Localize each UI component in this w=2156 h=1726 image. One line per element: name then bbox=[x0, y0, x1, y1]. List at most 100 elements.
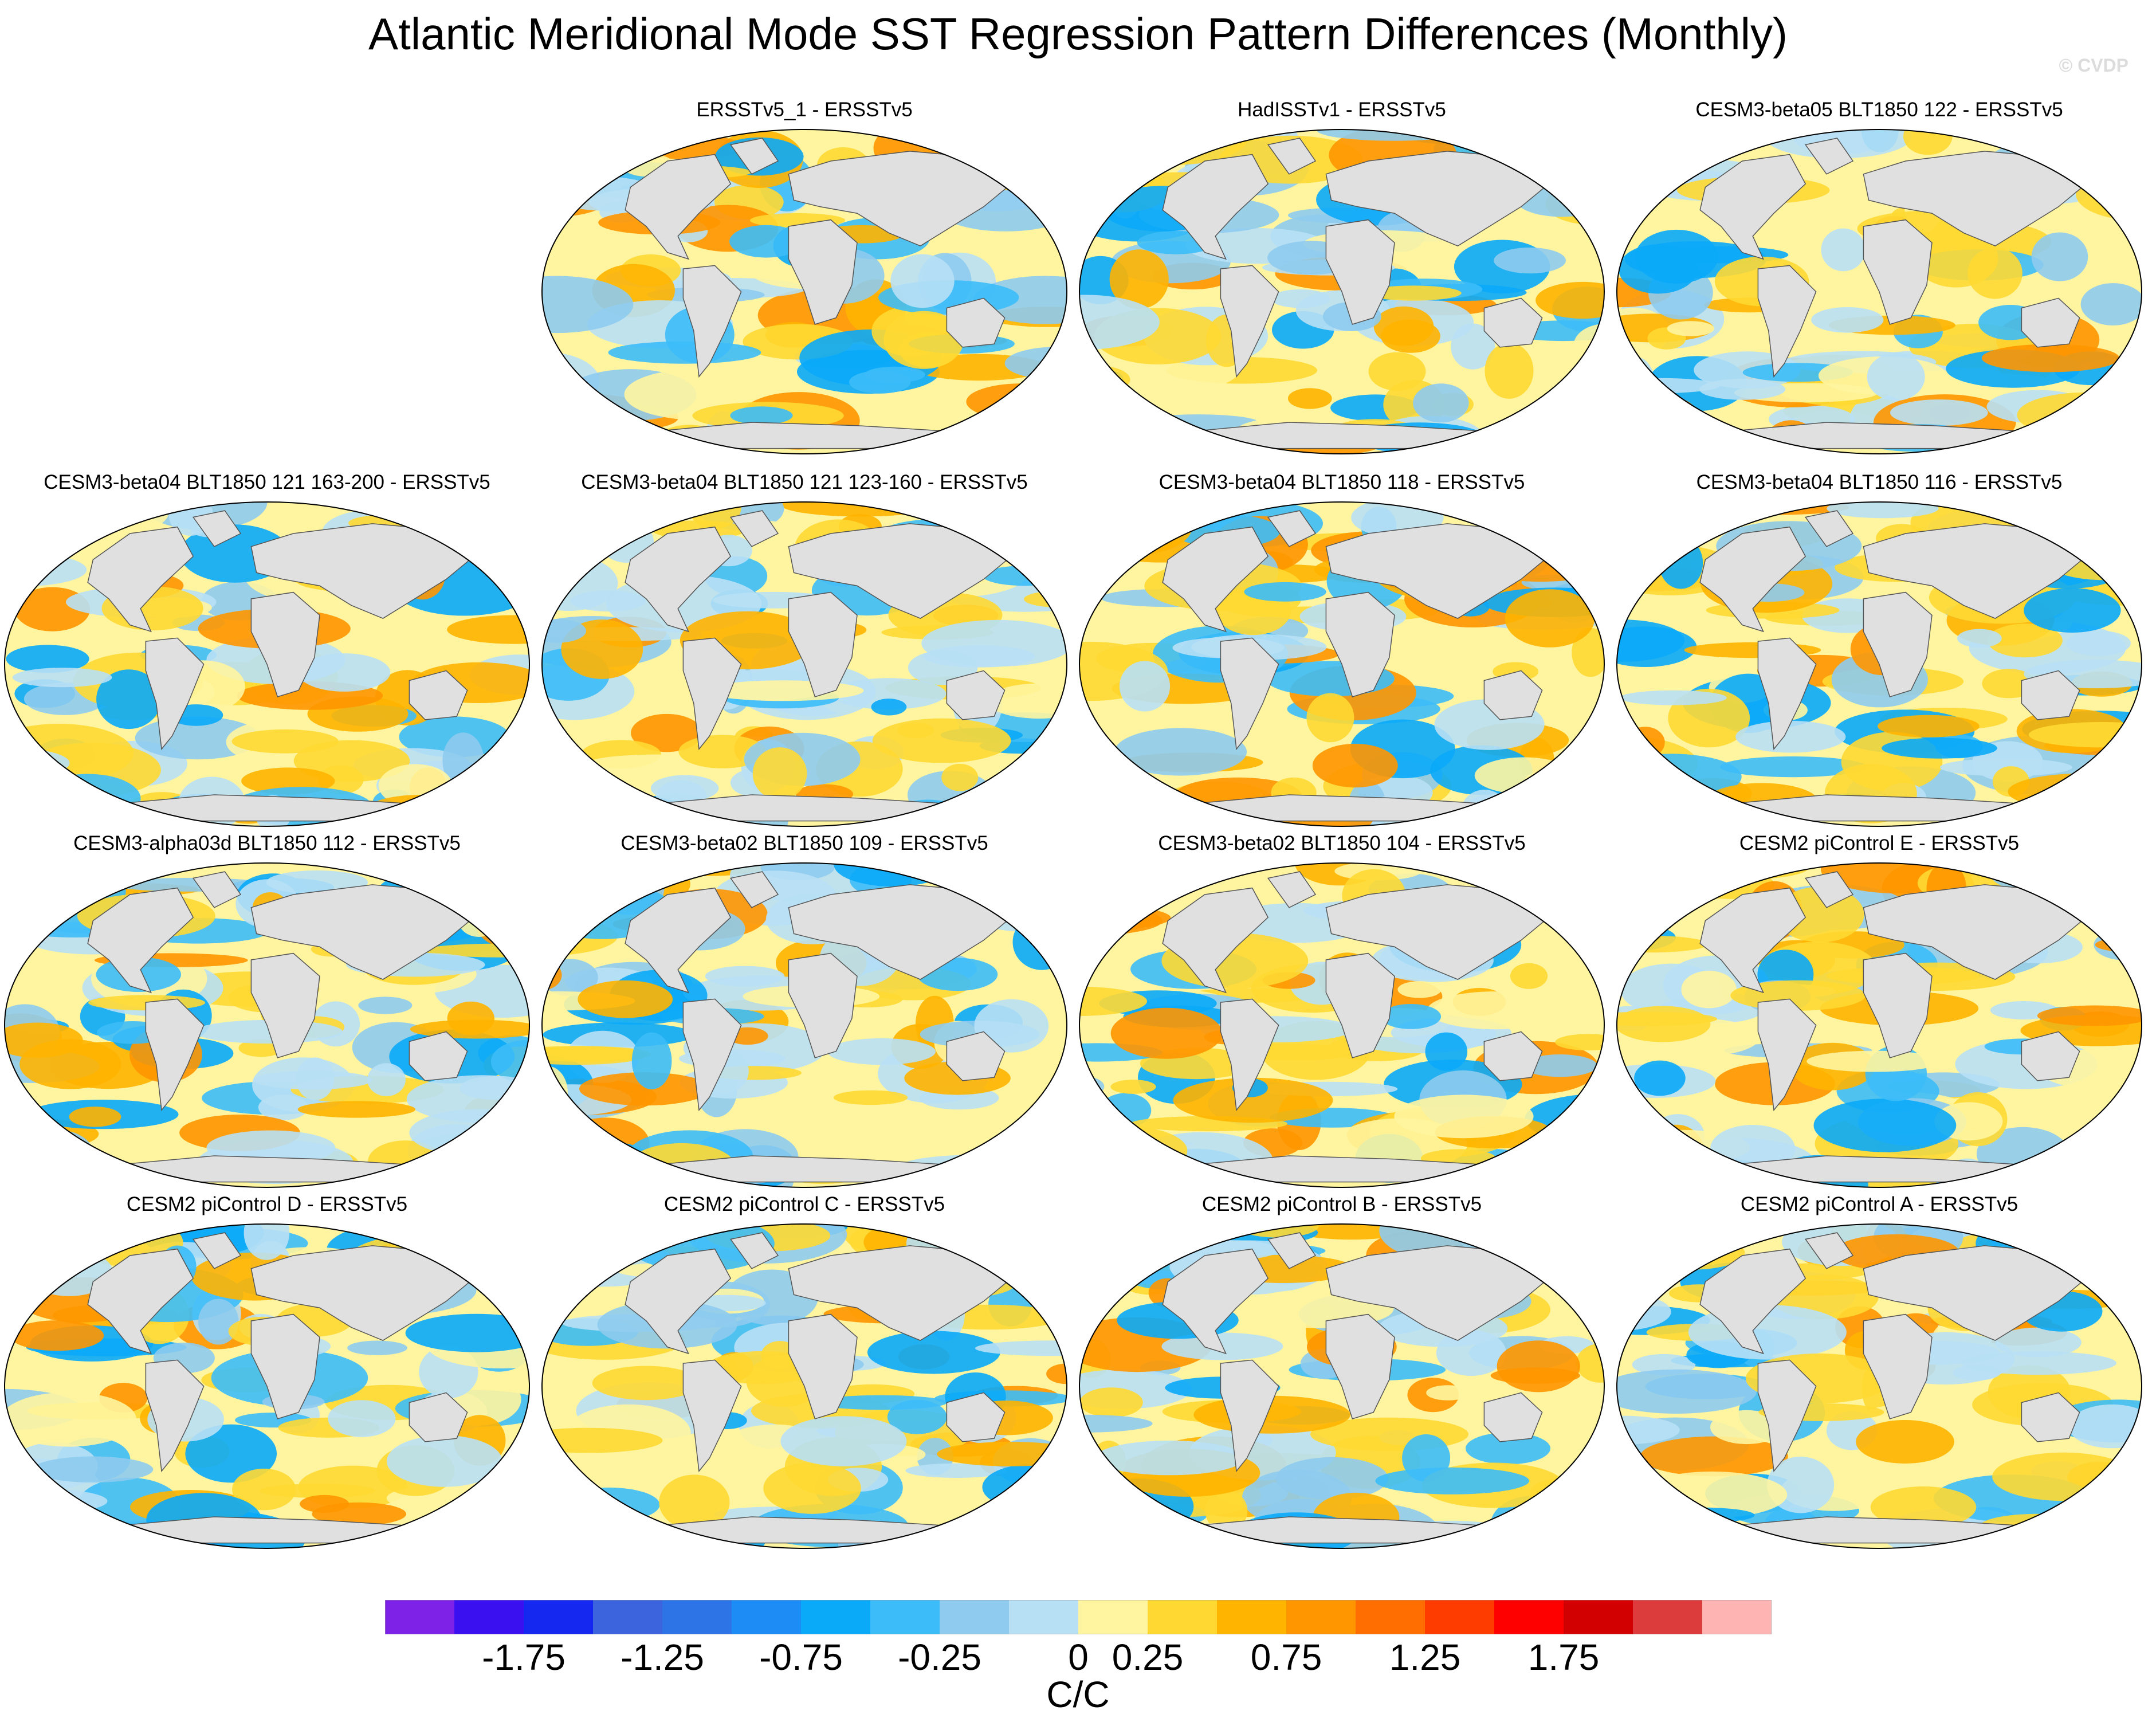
landmass bbox=[1483, 297, 1543, 348]
panel-title: HadISSTv1 - ERSSTv5 bbox=[1238, 99, 1446, 121]
landmass bbox=[1863, 591, 1933, 697]
landmass bbox=[1220, 265, 1279, 378]
sst-field bbox=[542, 130, 1067, 454]
colorbar-swatch bbox=[454, 1600, 524, 1634]
landmass bbox=[1804, 1232, 1854, 1269]
colorbar-swatch bbox=[801, 1600, 871, 1634]
map-border bbox=[1616, 1223, 2142, 1549]
colorbar-units: C/C bbox=[1046, 1674, 1110, 1715]
colorbar-swatch bbox=[1217, 1600, 1287, 1634]
panel-title: CESM2 piControl B - ERSSTv5 bbox=[1201, 1193, 1482, 1215]
colorbar-swatch bbox=[940, 1600, 1010, 1634]
world-map bbox=[541, 501, 1067, 827]
cvdp-watermark: © CVDP bbox=[2059, 55, 2128, 76]
map-panel: CESM2 piControl E - ERSSTv5 bbox=[1610, 832, 2149, 1199]
colorbar-tick-label: 0.75 bbox=[1250, 1637, 1322, 1678]
landmass bbox=[682, 637, 742, 751]
colorbar-swatch bbox=[1009, 1600, 1079, 1634]
map-border bbox=[1079, 862, 1605, 1188]
landmass bbox=[1325, 591, 1395, 697]
panel-title: CESM3-beta04 BLT1850 121 123-160 - ERSST… bbox=[581, 471, 1028, 493]
landmass bbox=[1757, 265, 1817, 378]
landmass bbox=[2021, 670, 2080, 720]
world-map bbox=[1616, 129, 2142, 454]
sst-field bbox=[1079, 502, 1604, 826]
landmass bbox=[1757, 637, 1817, 751]
sst-field bbox=[1617, 502, 2142, 826]
colorbar-tick-label: -1.25 bbox=[621, 1637, 704, 1678]
landmass bbox=[729, 1232, 779, 1269]
landmass bbox=[1267, 1232, 1317, 1269]
landmass bbox=[1483, 1392, 1543, 1442]
colorbar-swatch bbox=[1564, 1600, 1633, 1634]
landmass bbox=[409, 1392, 468, 1442]
landmass bbox=[1804, 138, 1854, 175]
landmass bbox=[788, 884, 1016, 980]
landmass bbox=[788, 1313, 858, 1419]
landmass bbox=[625, 526, 732, 633]
landmass bbox=[1863, 1245, 2091, 1341]
map-border bbox=[541, 1223, 1067, 1549]
landmass bbox=[1699, 1248, 1807, 1355]
landmass bbox=[1699, 887, 1807, 994]
landmass bbox=[1325, 884, 1554, 980]
landmass bbox=[1162, 887, 1269, 994]
map-border bbox=[541, 501, 1067, 827]
landmass bbox=[192, 510, 242, 547]
landmass bbox=[2021, 297, 2080, 348]
sst-field bbox=[542, 502, 1067, 826]
world-map bbox=[1616, 862, 2142, 1188]
landmass bbox=[87, 1248, 194, 1355]
map-border bbox=[1079, 501, 1605, 827]
landmass bbox=[1325, 1313, 1395, 1419]
landmass bbox=[250, 952, 320, 1058]
world-map bbox=[1079, 1223, 1605, 1549]
landmass bbox=[1162, 154, 1269, 260]
map-panel: CESM2 piControl D - ERSSTv5 bbox=[0, 1193, 536, 1560]
colorbar-swatch bbox=[1633, 1600, 1703, 1634]
landmass bbox=[1220, 637, 1279, 751]
colorbar-tick-label: 1.25 bbox=[1389, 1637, 1461, 1678]
map-border bbox=[4, 862, 530, 1188]
landmass bbox=[1220, 998, 1279, 1112]
landmass bbox=[682, 265, 742, 378]
landmass bbox=[1267, 871, 1317, 908]
colorbar-swatch bbox=[1078, 1600, 1148, 1634]
panel-title: CESM3-beta04 BLT1850 116 - ERSSTv5 bbox=[1696, 471, 2063, 493]
landmass bbox=[250, 1313, 320, 1419]
sst-field bbox=[1617, 863, 2142, 1187]
panel-title: CESM3-alpha03d BLT1850 112 - ERSSTv5 bbox=[73, 832, 461, 854]
landmass bbox=[1162, 526, 1269, 633]
sst-field bbox=[1617, 1224, 2142, 1548]
map-panel: CESM3-alpha03d BLT1850 112 - ERSSTv5 bbox=[0, 832, 536, 1199]
landmass bbox=[729, 510, 779, 547]
landmass bbox=[1325, 151, 1554, 247]
landmass bbox=[788, 591, 858, 697]
landmass bbox=[192, 1232, 242, 1269]
sst-field bbox=[1079, 863, 1604, 1187]
landmass bbox=[145, 1359, 205, 1473]
map-panel: CESM2 piControl C - ERSSTv5 bbox=[535, 1193, 1074, 1560]
panel-title: ERSSTv5_1 - ERSSTv5 bbox=[696, 99, 913, 121]
landmass bbox=[1863, 1313, 1933, 1419]
map-panel: CESM3-beta04 BLT1850 121 123-160 - ERSST… bbox=[535, 471, 1074, 838]
landmass bbox=[946, 297, 1006, 348]
map-border bbox=[1616, 501, 2142, 827]
landmass bbox=[250, 591, 320, 697]
world-map bbox=[1616, 501, 2142, 827]
landmass bbox=[625, 1248, 732, 1355]
sst-field bbox=[1617, 130, 2142, 454]
landmass bbox=[250, 1245, 479, 1341]
landmass bbox=[145, 637, 205, 751]
landmass bbox=[409, 670, 468, 720]
world-map bbox=[1616, 1223, 2142, 1549]
colorbar-swatch bbox=[385, 1600, 455, 1634]
landmass bbox=[1267, 138, 1317, 175]
sst-field bbox=[1079, 1224, 1604, 1548]
landmass bbox=[946, 1031, 1006, 1081]
map-panel: CESM2 piControl B - ERSSTv5 bbox=[1073, 1193, 1611, 1560]
landmass bbox=[1804, 871, 1854, 908]
sst-field bbox=[1079, 130, 1604, 454]
landmass bbox=[409, 1031, 468, 1081]
colorbar-swatch bbox=[1494, 1600, 1564, 1634]
